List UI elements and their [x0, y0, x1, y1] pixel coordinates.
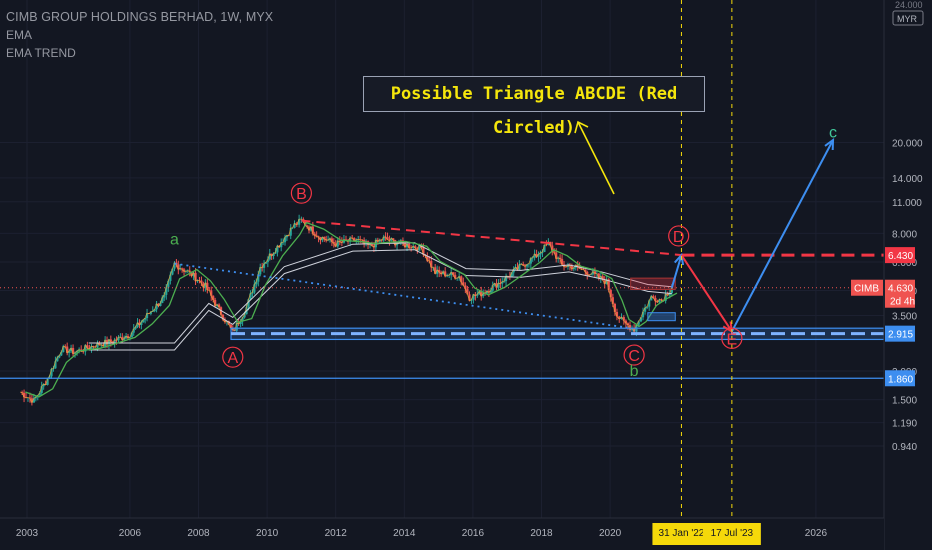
date-marker-badge-1 [702, 523, 761, 545]
plot-area [0, 137, 884, 406]
current-price-countdown: 2d 4h [890, 297, 915, 308]
price-tick-8.000: 8.000 [892, 229, 917, 240]
wave-circle-E [721, 327, 743, 349]
projection-final-arrow-head [824, 137, 835, 151]
triangle-upper-trendline [301, 219, 683, 257]
indicator-ema-trend-label[interactable]: EMA TREND [6, 46, 76, 60]
triangle-annotation-box[interactable]: Possible Triangle ABCDE (Red Circled) [363, 76, 705, 138]
time-tick-2012: 2012 [325, 528, 348, 539]
price-axis-bg [884, 0, 932, 550]
wave-circle-B [290, 182, 312, 204]
date-marker-text-0: 31 Jan '22 [659, 528, 705, 539]
price-tick-20.000: 20.000 [892, 138, 923, 149]
level-badge-1860-bg [885, 370, 915, 387]
triangle-lower-trendline [174, 262, 628, 329]
wave-label-D: D [673, 229, 685, 246]
price-axis-top-value: 24.000 [895, 0, 923, 10]
currency-label: MYR [897, 14, 918, 24]
annotation-pointer-head [574, 120, 589, 134]
time-tick-2018: 2018 [530, 528, 553, 539]
projection-final-arrow [730, 139, 834, 332]
wave-label-C: C [628, 348, 640, 365]
wave-circle-D [668, 225, 690, 247]
price-tick-11.000: 11.000 [892, 198, 922, 209]
resistance-zone [630, 277, 676, 290]
wave-label-A: A [227, 350, 238, 367]
projection-up-arrow [670, 254, 683, 289]
wave-label-a: a [170, 232, 179, 249]
symbol-badge-bg [851, 279, 883, 296]
wave-label-c: c [829, 125, 837, 142]
projection-down-arrow [680, 254, 733, 333]
current-price-badge-bg [885, 279, 915, 308]
time-tick-2008: 2008 [187, 528, 210, 539]
candles [21, 214, 673, 406]
mini-support-box [647, 312, 676, 322]
time-tick-2010: 2010 [256, 528, 279, 539]
annotation-pointer-arrow [577, 121, 615, 195]
wave-label-b: b [630, 363, 639, 380]
chart-title: CIMB GROUP HOLDINGS BERHAD, 1W, MYX [6, 10, 274, 24]
level-badge-2915-bg [885, 325, 915, 342]
level-badge-2915-text: 2.915 [888, 330, 913, 341]
time-tick-2006: 2006 [119, 528, 142, 539]
price-tick-1.500: 1.500 [892, 396, 917, 407]
wave-label-E: E [727, 331, 738, 348]
time-tick-2020: 2020 [599, 528, 622, 539]
time-tick-2003: 2003 [16, 528, 39, 539]
price-tick-1.190: 1.190 [892, 419, 917, 430]
symbol-badge-text: CIMB [854, 284, 879, 295]
price-tick-14.000: 14.000 [892, 174, 923, 185]
level-badge-1860-text: 1.860 [888, 374, 913, 385]
ema-line [25, 221, 678, 398]
level-badge-6430-bg [885, 247, 915, 264]
time-tick-2016: 2016 [462, 528, 485, 539]
time-tick-2026: 2026 [805, 528, 828, 539]
wave-label-B: B [296, 186, 307, 203]
ema-trend-lower-line [88, 249, 672, 351]
level-badge-6430-text: 6.430 [888, 251, 913, 262]
time-tick-2014: 2014 [393, 528, 416, 539]
date-marker-text-1: 17 Jul '23 [711, 528, 754, 539]
price-tick-3.500: 3.500 [892, 311, 917, 322]
indicator-ema-label[interactable]: EMA [6, 28, 33, 42]
price-tick-6.000: 6.000 [892, 258, 917, 269]
wave-circle-C [623, 344, 645, 366]
current-price-value: 4.630 [888, 284, 913, 295]
price-tick-0.940: 0.940 [892, 442, 917, 453]
currency-badge [892, 10, 924, 26]
date-marker-badge-0 [652, 523, 711, 545]
wave-circle-A [222, 346, 244, 368]
